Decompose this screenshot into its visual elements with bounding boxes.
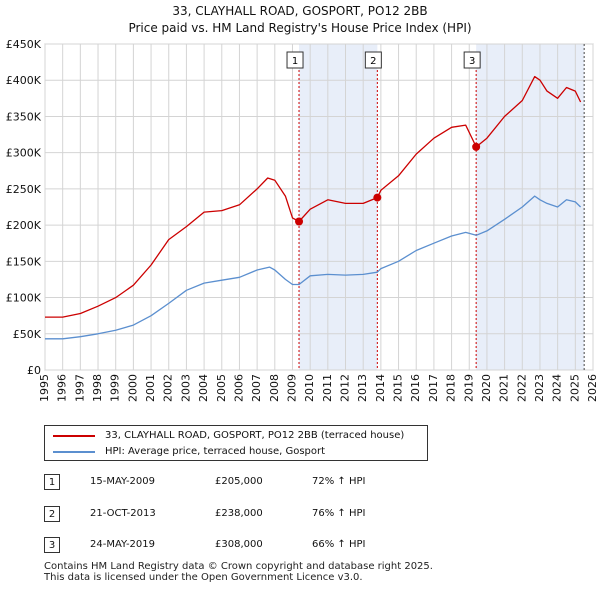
- legend-label-hpi: HPI: Average price, terraced house, Gosp…: [105, 446, 326, 457]
- y-axis-ticks: £0 £50K £100K £150K £200K £250K £300K £350K £400…: [6, 38, 42, 377]
- x-tick-label: 1998: [91, 374, 104, 402]
- transaction-number: 3: [44, 537, 60, 553]
- sale-badge: 3: [463, 51, 481, 69]
- sale-badge-box: [364, 51, 382, 69]
- x-tick-label: 2024: [551, 374, 564, 402]
- sale-point: [295, 217, 304, 226]
- x-tick-label: 2016: [409, 374, 422, 402]
- x-tick-label: 2010: [303, 374, 316, 402]
- sale-badge: 2: [364, 51, 382, 69]
- legend-swatch-property: [53, 435, 95, 437]
- x-tick-label: 2004: [197, 374, 210, 402]
- gridlines: [44, 43, 594, 371]
- x-tick-label: 2006: [232, 374, 245, 402]
- legend-label-property: 33, CLAYHALL ROAD, GOSPORT, PO12 2BB (te…: [105, 430, 405, 441]
- sale-points: [295, 142, 481, 226]
- x-tick-label: 2021: [498, 374, 511, 402]
- shaded-periods: [299, 44, 585, 370]
- footer: Contains HM Land Registry data © Crown c…: [44, 561, 433, 583]
- x-tick-label: 1995: [38, 374, 51, 402]
- x-tick-label: 2002: [162, 374, 175, 402]
- x-tick-label: 2001: [144, 374, 157, 402]
- transaction-row: 3 24-MAY-2019 £308,000 66% ↑ HPI: [0, 537, 600, 557]
- x-tick-label: 2011: [321, 374, 334, 402]
- y-tick-label: £300K: [6, 147, 42, 160]
- transaction-row: 2 21-OCT-2013 £238,000 76% ↑ HPI: [0, 506, 600, 526]
- transaction-hpi: 66% ↑ HPI: [312, 539, 366, 550]
- sale-badge-label: 1: [292, 56, 298, 67]
- x-tick-label: 2018: [445, 374, 458, 402]
- x-tick-label: 2022: [515, 374, 528, 402]
- series-line: [45, 195, 582, 340]
- x-tick-label: 2025: [568, 374, 581, 402]
- y-tick-label: £100K: [6, 292, 42, 305]
- transaction-price: £205,000: [215, 476, 263, 487]
- sale-badges: 1 2 3: [286, 51, 481, 69]
- shaded-period: [476, 44, 585, 370]
- y-tick-label: £0: [27, 364, 41, 377]
- x-tick-label: 2003: [179, 374, 192, 402]
- sale-markers-lines: [298, 44, 585, 370]
- shaded-period: [299, 44, 378, 370]
- transaction-date: 15-MAY-2009: [90, 476, 156, 487]
- sale-point: [373, 193, 382, 202]
- transaction-price: £308,000: [215, 539, 263, 550]
- transaction-date: 24-MAY-2019: [90, 539, 156, 550]
- x-tick-label: 2007: [250, 374, 263, 402]
- price-chart: 33, CLAYHALL ROAD, GOSPORT, PO12 2BB Pri…: [6, 4, 599, 402]
- y-tick-label: £350K: [6, 110, 42, 123]
- x-tick-label: 2020: [480, 374, 493, 402]
- sale-badge-box: [286, 51, 304, 69]
- x-tick-label: 2015: [392, 374, 405, 402]
- x-tick-label: 2019: [462, 374, 475, 402]
- x-axis-ticks: 1995 1996 1997 1998 1999 2000 2001 2002 2003 2004…: [38, 374, 599, 402]
- chart-subtitle: Price paid vs. HM Land Registry's House …: [128, 21, 471, 35]
- x-tick-label: 1996: [56, 374, 69, 402]
- x-tick-label: 2017: [427, 374, 440, 402]
- x-tick-label: 1999: [109, 374, 122, 402]
- chart-title: 33, CLAYHALL ROAD, GOSPORT, PO12 2BB: [172, 4, 427, 18]
- sale-badge: 1: [286, 51, 304, 69]
- transaction-number: 1: [44, 474, 60, 490]
- y-tick-label: £450K: [6, 38, 42, 51]
- legend-swatch-hpi: [53, 451, 95, 453]
- transaction-hpi: 76% ↑ HPI: [312, 508, 366, 519]
- x-tick-label: 2009: [285, 374, 298, 402]
- x-tick-label: 2026: [586, 374, 599, 402]
- footer-copyright: Contains HM Land Registry data © Crown c…: [44, 561, 433, 572]
- series-line: [45, 75, 582, 318]
- transaction-hpi: 72% ↑ HPI: [312, 476, 366, 487]
- x-tick-label: 2008: [268, 374, 281, 402]
- x-tick-label: 1997: [73, 374, 86, 402]
- footer-license: This data is licensed under the Open Gov…: [44, 572, 363, 583]
- y-tick-label: £200K: [6, 219, 42, 232]
- y-tick-label: £400K: [6, 74, 42, 87]
- x-tick-label: 2023: [533, 374, 546, 402]
- x-tick-label: 2014: [374, 374, 387, 402]
- transaction-price: £238,000: [215, 508, 263, 519]
- sale-badge-box: [463, 51, 481, 69]
- y-tick-label: £250K: [6, 183, 42, 196]
- x-tick-label: 2012: [339, 374, 352, 402]
- legend: 33, CLAYHALL ROAD, GOSPORT, PO12 2BB (te…: [44, 425, 428, 461]
- y-tick-label: £150K: [6, 255, 42, 268]
- transaction-date: 21-OCT-2013: [90, 508, 156, 519]
- x-tick-label: 2000: [126, 374, 139, 402]
- x-tick-label: 2005: [215, 374, 228, 402]
- y-tick-label: £50K: [13, 328, 42, 341]
- series-lines: [45, 75, 582, 340]
- x-tick-label: 2013: [356, 374, 369, 402]
- transaction-row: 1 15-MAY-2009 £205,000 72% ↑ HPI: [0, 474, 600, 494]
- sale-badge-label: 3: [469, 56, 475, 67]
- sale-point: [472, 142, 481, 151]
- transaction-number: 2: [44, 506, 60, 522]
- sale-badge-label: 2: [370, 56, 376, 67]
